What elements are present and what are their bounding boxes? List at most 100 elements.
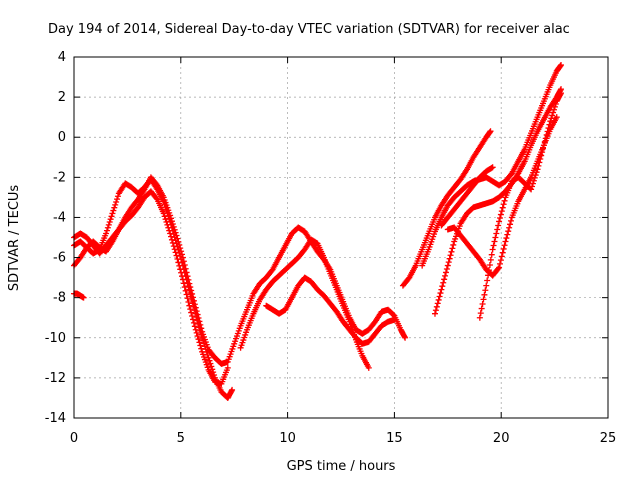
- data-point: [542, 135, 549, 142]
- data-point: [391, 316, 398, 323]
- x-axis-label: GPS time / hours: [287, 459, 396, 474]
- data-point: [192, 304, 199, 311]
- data-point: [481, 291, 488, 298]
- data-point: [208, 363, 215, 370]
- data-point: [441, 276, 448, 283]
- data-point: [558, 90, 565, 97]
- data-point: [173, 232, 180, 239]
- data-point: [503, 235, 510, 242]
- data-point: [479, 300, 486, 307]
- data-point: [166, 227, 173, 234]
- data-point: [180, 258, 187, 265]
- data-point: [496, 218, 503, 225]
- data-point: [184, 295, 191, 302]
- data-point: [435, 296, 442, 303]
- data-point: [507, 217, 514, 224]
- data-point: [432, 307, 439, 314]
- data-point: [548, 115, 555, 122]
- data-point: [163, 219, 170, 226]
- data-point: [535, 162, 542, 169]
- data-point: [544, 128, 551, 135]
- axis-ticks: [73, 56, 609, 419]
- data-point: [492, 234, 499, 241]
- data-point: [490, 242, 497, 249]
- data-point: [547, 118, 554, 125]
- data-point: [153, 195, 160, 202]
- data-point: [497, 257, 504, 264]
- data-point: [171, 226, 178, 233]
- data-point: [495, 222, 502, 229]
- data-point: [175, 259, 182, 266]
- data-point: [558, 62, 565, 69]
- data-point: [182, 287, 189, 294]
- data-point: [179, 254, 186, 261]
- data-point: [175, 238, 182, 245]
- data-point: [501, 197, 508, 204]
- data-point: [486, 262, 493, 269]
- x-tick-label: 15: [386, 431, 403, 446]
- data-point: [195, 336, 202, 343]
- data-point: [185, 276, 192, 283]
- data-point: [440, 279, 447, 286]
- data-point: [443, 266, 450, 273]
- series-arc-4: [237, 236, 372, 371]
- data-point: [184, 273, 191, 280]
- data-point: [207, 360, 214, 367]
- data-point: [174, 255, 181, 262]
- data-point: [168, 233, 175, 240]
- data-point: [495, 265, 502, 272]
- data-point: [183, 291, 190, 298]
- data-point: [170, 243, 177, 250]
- data-point: [532, 172, 539, 179]
- data-point: [187, 306, 194, 313]
- data-point: [114, 196, 121, 203]
- data-point: [365, 364, 372, 371]
- series-arc-6: [399, 128, 494, 289]
- data-point: [437, 290, 444, 297]
- data-point: [105, 221, 112, 228]
- x-tick-label: 0: [70, 431, 78, 446]
- data-point: [478, 305, 485, 312]
- data-point: [190, 319, 197, 326]
- data-point: [165, 224, 172, 231]
- data-point: [552, 100, 559, 107]
- data-point: [189, 290, 196, 297]
- data-point: [550, 109, 557, 116]
- data-point: [177, 266, 184, 273]
- data-point: [193, 308, 200, 315]
- y-tick-label: -8: [53, 291, 66, 306]
- data-point: [497, 211, 504, 218]
- y-tick-label: -6: [53, 251, 66, 266]
- data-point: [540, 145, 547, 152]
- data-point: [549, 112, 556, 119]
- y-tick-label: -2: [53, 170, 66, 185]
- x-tick-label: 20: [493, 431, 510, 446]
- data-point: [167, 212, 174, 219]
- data-point: [442, 272, 449, 279]
- data-point: [107, 216, 114, 223]
- data-point: [188, 309, 195, 316]
- data-point: [487, 256, 494, 263]
- axis-tick-labels: 0 5 10 15 20 25 -14 -12 -10 -8 -6 -4 -2 0 2 4: [45, 50, 617, 446]
- data-point: [179, 273, 186, 280]
- data-point: [488, 251, 495, 258]
- data-point: [198, 325, 205, 332]
- y-tick-label: -4: [53, 210, 66, 225]
- data-point: [172, 249, 179, 256]
- data-point: [491, 238, 498, 245]
- data-point: [103, 230, 110, 237]
- data-point: [188, 287, 195, 294]
- data-point: [162, 216, 169, 223]
- data-series: [71, 62, 565, 401]
- x-tick-label: 5: [177, 431, 185, 446]
- data-point: [206, 357, 213, 364]
- data-point: [196, 339, 203, 346]
- data-point: [177, 245, 184, 252]
- data-point: [450, 241, 457, 248]
- data-point: [185, 298, 192, 305]
- data-point: [181, 262, 188, 269]
- data-point: [500, 245, 507, 252]
- data-point: [499, 204, 506, 211]
- data-point: [190, 316, 197, 323]
- data-point: [506, 224, 513, 231]
